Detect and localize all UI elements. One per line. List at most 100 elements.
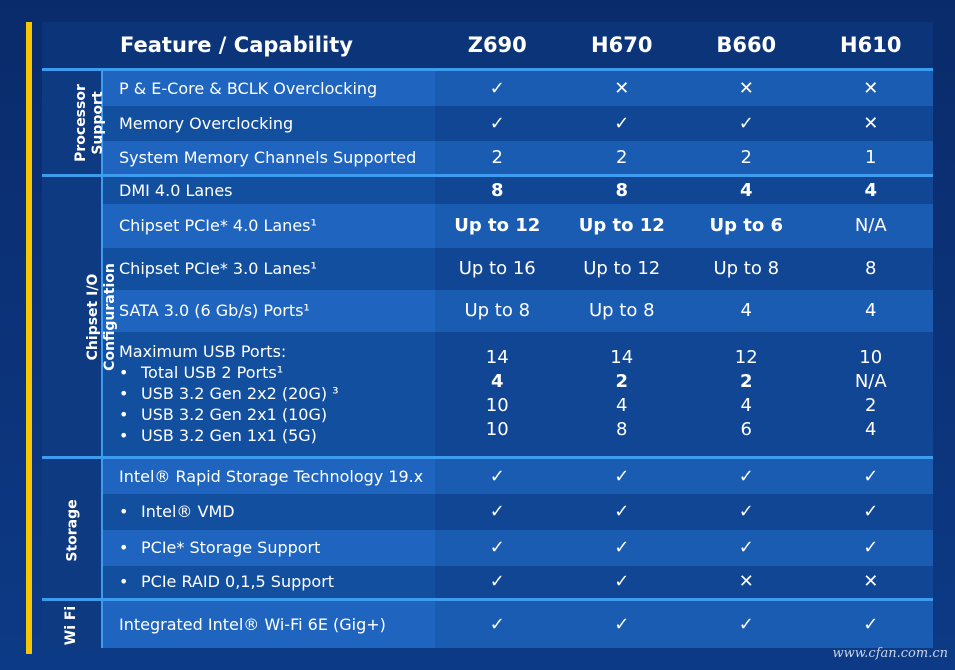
- usb-values-b660: 12 2 4 6: [684, 331, 809, 458]
- cell-value: 8: [559, 174, 684, 204]
- cell-value: 2: [739, 370, 753, 392]
- check-icon: ✓: [684, 529, 809, 566]
- cell-value: 4: [684, 174, 809, 204]
- cell-value: N/A: [854, 370, 887, 392]
- table-row: Storage Intel® Rapid Storage Technology …: [42, 456, 933, 600]
- chipset-header-z690: Z690: [435, 22, 560, 71]
- cell-value: 4: [865, 418, 877, 440]
- chipset-header-h670: H670: [559, 22, 684, 71]
- cell-value: Up to 12: [435, 203, 560, 248]
- feature-label: System Memory Channels Supported: [102, 140, 435, 176]
- cell-value: N/A: [808, 203, 933, 248]
- table-row: Chipset PCIe* 3.0 Lanes¹ Up to 16 Up to …: [42, 247, 933, 290]
- category-wifi: Wi Fi: [42, 598, 103, 648]
- check-icon: ✓: [559, 493, 684, 530]
- cell-value: 4: [616, 394, 628, 416]
- usb-ports-cell: Maximum USB Ports: Total USB 2 Ports¹ US…: [102, 331, 435, 458]
- cross-icon: ✕: [684, 565, 809, 600]
- check-icon: ✓: [559, 565, 684, 600]
- check-icon: ✓: [435, 565, 560, 600]
- feature-label: DMI 4.0 Lanes: [102, 174, 435, 204]
- cell-value: Up to 12: [559, 247, 684, 290]
- check-icon: ✓: [559, 456, 684, 494]
- chipset-header-h610: H610: [808, 22, 933, 71]
- check-icon: ✓: [559, 598, 684, 648]
- cell-value: 2: [615, 370, 629, 392]
- cell-value: 14: [485, 346, 509, 368]
- cell-value: 12: [734, 346, 758, 368]
- cross-icon: ✕: [684, 69, 809, 106]
- check-icon: ✓: [559, 105, 684, 141]
- list-item: USB 3.2 Gen 1x1 (5G): [119, 425, 435, 446]
- check-icon: ✓: [808, 456, 933, 494]
- check-icon: ✓: [435, 456, 560, 494]
- table-row: Maximum USB Ports: Total USB 2 Ports¹ US…: [42, 331, 933, 458]
- check-icon: ✓: [684, 598, 809, 648]
- check-icon: ✓: [808, 598, 933, 648]
- category-chipset-io: Chipset I/O Configuration: [42, 174, 118, 458]
- cell-value: 2: [865, 394, 877, 416]
- cell-value: 8: [435, 174, 560, 204]
- cross-icon: ✕: [808, 105, 933, 141]
- check-icon: ✓: [435, 598, 560, 648]
- table-row: Memory Overclocking ✓ ✓ ✓ ✕: [42, 105, 933, 141]
- check-icon: ✓: [684, 456, 809, 494]
- cross-icon: ✕: [808, 69, 933, 106]
- cell-value: 2: [435, 140, 560, 176]
- cell-value: 6: [740, 418, 752, 440]
- category-storage: Storage: [42, 456, 103, 600]
- category-processor-support: Processor Support: [42, 69, 106, 176]
- check-icon: ✓: [808, 493, 933, 530]
- cell-value: Up to 8: [684, 247, 809, 290]
- cell-value: 2: [684, 140, 809, 176]
- check-icon: ✓: [684, 493, 809, 530]
- cell-value: 2: [559, 140, 684, 176]
- check-icon: ✓: [684, 105, 809, 141]
- list-item: Total USB 2 Ports¹: [119, 362, 435, 383]
- chipset-comparison-table: Feature / Capability Z690 H670 B660 H610…: [42, 22, 933, 654]
- cell-value: 4: [808, 289, 933, 332]
- cell-value: 10: [859, 346, 883, 368]
- feature-label: • Intel® VMD: [102, 493, 435, 530]
- table-row: Wi Fi Integrated Intel® Wi-Fi 6E (Gig+) …: [42, 598, 933, 648]
- feature-label: Integrated Intel® Wi-Fi 6E (Gig+): [102, 598, 435, 648]
- check-icon: ✓: [435, 105, 560, 141]
- feature-label: SATA 3.0 (6 Gb/s) Ports¹: [102, 289, 435, 332]
- table-row: • PCIe* Storage Support ✓ ✓ ✓ ✓: [42, 529, 933, 566]
- cell-value: Up to 8: [435, 289, 560, 332]
- cell-value: 1: [808, 140, 933, 176]
- feature-label: P & E-Core & BCLK Overclocking: [102, 69, 435, 106]
- cell-value: 4: [808, 174, 933, 204]
- cell-value: 4: [684, 289, 809, 332]
- watermark: www.cfan.com.cn: [832, 646, 948, 661]
- cell-value: 4: [740, 394, 752, 416]
- check-icon: ✓: [808, 529, 933, 566]
- usb-values-z690: 14 4 10 10: [435, 331, 560, 458]
- feature-label: Chipset PCIe* 3.0 Lanes¹: [102, 247, 435, 290]
- list-item: USB 3.2 Gen 2x1 (10G): [119, 404, 435, 425]
- cell-value: 4: [490, 370, 504, 392]
- cross-icon: ✕: [559, 69, 684, 106]
- chipset-header-b660: B660: [684, 22, 809, 71]
- check-icon: ✓: [435, 529, 560, 566]
- cell-value: 10: [485, 394, 509, 416]
- check-icon: ✓: [559, 529, 684, 566]
- cell-value: 14: [610, 346, 634, 368]
- table-row: • PCIe RAID 0,1,5 Support ✓ ✓ ✕ ✕: [42, 565, 933, 600]
- cell-value: 8: [808, 247, 933, 290]
- usb-values-h610: 10 N/A 2 4: [808, 331, 933, 458]
- check-icon: ✓: [435, 69, 560, 106]
- check-icon: ✓: [435, 493, 560, 530]
- feature-label: • PCIe* Storage Support: [102, 529, 435, 566]
- table-row: System Memory Channels Supported 2 2 2 1: [42, 140, 933, 176]
- cell-value: 8: [616, 418, 628, 440]
- usb-values-h670: 14 2 4 8: [559, 331, 684, 458]
- feature-column-header: Feature / Capability: [102, 22, 435, 71]
- cell-value: Up to 8: [559, 289, 684, 332]
- table-row: Processor Support P & E-Core & BCLK Over…: [42, 69, 933, 176]
- cell-value: Up to 16: [435, 247, 560, 290]
- table-row: Chipset I/O Configuration DMI 4.0 Lanes …: [42, 174, 933, 458]
- cell-value: Up to 6: [684, 203, 809, 248]
- category-header: [42, 22, 102, 71]
